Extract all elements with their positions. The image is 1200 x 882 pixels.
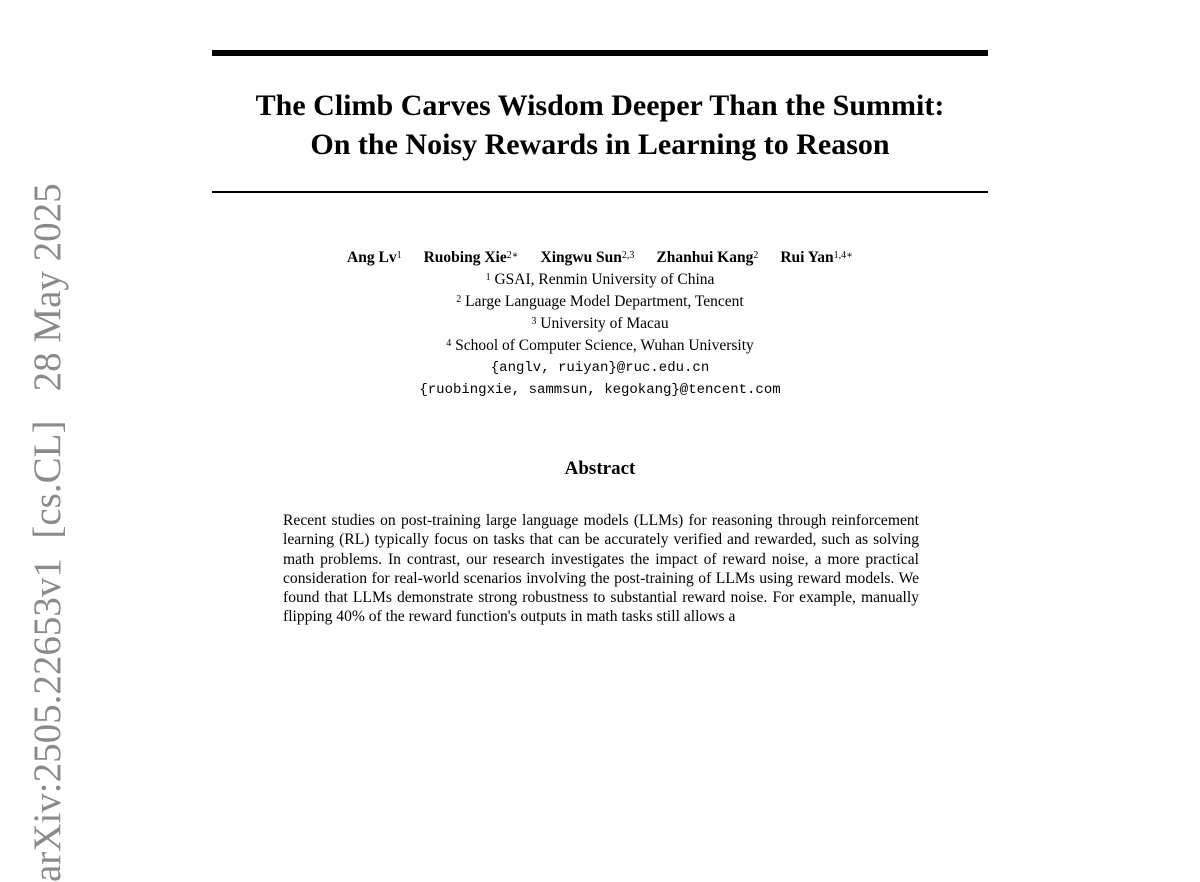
title-line: On the Noisy Rewards in Learning to Reas… — [310, 128, 890, 161]
author: Xingwu Sun2,3 — [540, 249, 635, 266]
affiliation: 1 GSAI, Renmin University of China — [485, 271, 715, 288]
bottom-rule — [212, 191, 988, 193]
affiliation: 2 Large Language Model Department, Tence… — [456, 293, 744, 310]
arxiv-stamp: arXiv:2505.22653v1 [cs.CL] 28 May 2025 — [26, 183, 69, 882]
paper-title: The Climb Carves Wisdom Deeper Than the … — [150, 86, 1050, 164]
email: {anglv, ruiyan}@ruc.edu.cn — [490, 360, 710, 376]
author-block: Ang Lv1 Ruobing Xie2∗ Xingwu Sun2,3 Zhanhui… — [150, 247, 1050, 401]
abstract-heading: Abstract — [564, 458, 636, 479]
affiliation: 4 School of Computer Science, Wuhan Univ… — [446, 337, 754, 354]
author: Zhanhui Kang2 — [656, 249, 759, 266]
author: Ang Lv1 — [347, 249, 402, 266]
author: Rui Yan1,4∗ — [780, 249, 853, 266]
top-rule — [212, 50, 988, 56]
abstract-text: Recent studies on post-training large la… — [283, 512, 919, 626]
author: Ruobing Xie2∗ — [423, 249, 519, 266]
email: {ruobingxie, sammsun, kegokang}@tencent.… — [419, 382, 781, 398]
author-names: Ang Lv1 Ruobing Xie2∗ Xingwu Sun2,3 Zhanhui… — [150, 247, 1050, 269]
affiliation: 3 University of Macau — [531, 315, 669, 332]
title-line: The Climb Carves Wisdom Deeper Than the … — [255, 89, 945, 122]
